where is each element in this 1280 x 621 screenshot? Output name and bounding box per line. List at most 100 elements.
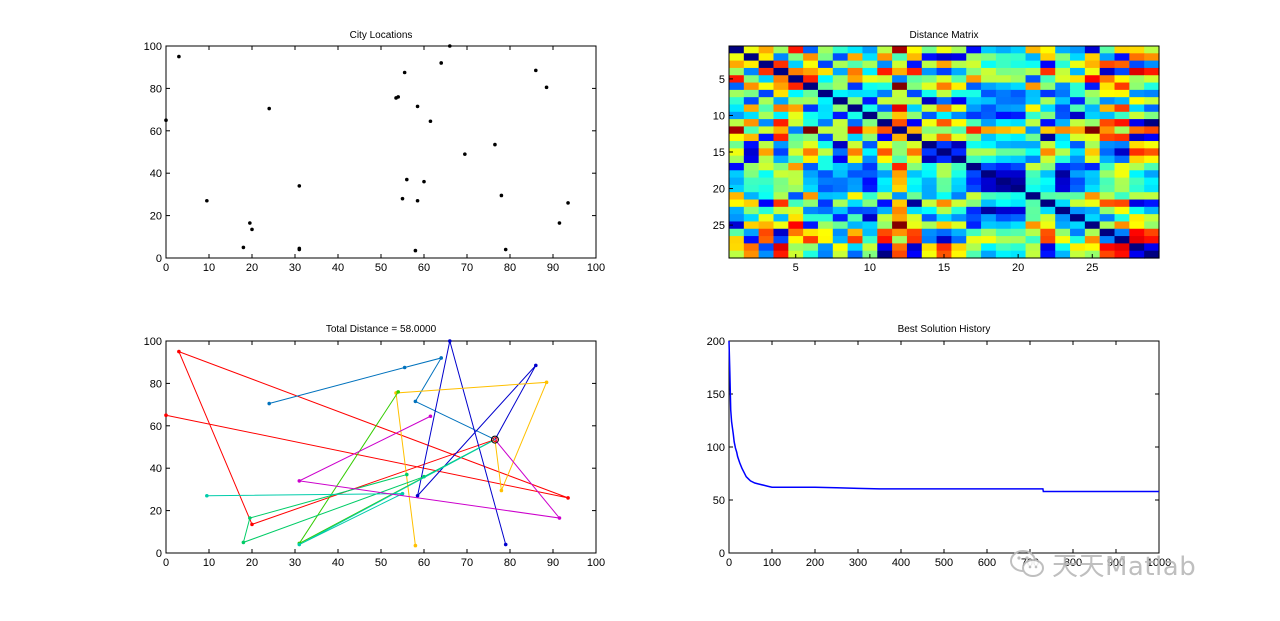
matrix-cell [729, 104, 745, 113]
matrix-cell [862, 133, 878, 142]
matrix-cell [1025, 82, 1041, 91]
matrix-cell [788, 104, 804, 113]
matrix-cell [966, 155, 982, 164]
matrix-cell [995, 236, 1012, 244]
matrix-cell [1070, 236, 1086, 244]
matrix-cell [862, 155, 878, 164]
matrix-cell [1025, 184, 1041, 193]
matrix-cell [1099, 60, 1116, 69]
matrix-cell [1099, 236, 1116, 244]
matrix-cell [981, 192, 997, 201]
matrix-cell [803, 184, 819, 193]
history-xtick-label: 300 [849, 557, 867, 569]
matrix-cell [1099, 170, 1116, 179]
matrix-ytick-label: 20 [713, 184, 725, 196]
matrix-cell [1144, 228, 1160, 237]
matrix-cell [847, 184, 864, 193]
matrix-cell [1040, 53, 1056, 62]
matrix-cell [1055, 155, 1071, 164]
matrix-cell [743, 192, 760, 201]
matrix-cell [1114, 97, 1130, 106]
matrix-cell [1114, 243, 1130, 252]
matrix-cell [729, 67, 745, 76]
matrix-cell [1070, 199, 1086, 208]
matrix-cell [1010, 155, 1027, 164]
matrix-cell [729, 82, 745, 91]
matrix-cell [966, 119, 982, 128]
matrix-cell [1055, 214, 1071, 223]
matrix-cell [981, 141, 997, 149]
matrix-cell [966, 53, 982, 62]
matrix-cell [1010, 214, 1027, 223]
matrix-cell [1144, 236, 1160, 244]
city-point [248, 221, 252, 225]
matrix-cell [862, 192, 878, 201]
matrix-cell [862, 141, 878, 149]
history-plot: Best Solution History 0 100 200 300 400 500 60… [707, 324, 1172, 569]
matrix-cell [1099, 141, 1116, 149]
matrix-cell [1070, 126, 1086, 135]
matrix-cell [743, 155, 760, 164]
matrix-cell [862, 162, 878, 171]
matrix-cell [832, 46, 849, 54]
matrix-cell [803, 221, 819, 230]
matrix-cell [1084, 206, 1101, 215]
matrix-cell [936, 126, 953, 135]
matrix-cell [1144, 141, 1160, 149]
matrix-cell [1055, 82, 1071, 91]
city-point [267, 106, 272, 111]
matrix-cell [877, 155, 893, 164]
matrix-cell [817, 89, 834, 98]
matrix-cell [877, 104, 893, 113]
matrix-cell [921, 60, 938, 69]
matrix-cell [1099, 177, 1116, 186]
matrix-cell [1055, 236, 1071, 244]
matrix-cell [817, 97, 834, 106]
matrix-cell [1114, 236, 1130, 244]
matrix-cell [1025, 104, 1041, 113]
route-point [544, 380, 549, 385]
matrix-cell [803, 214, 819, 223]
city-point [250, 227, 254, 232]
matrix-cell [1025, 119, 1041, 128]
matrix-cell [921, 148, 938, 157]
matrix-cell [1025, 97, 1041, 106]
matrix-cell [1010, 243, 1027, 252]
matrix-cell [1040, 60, 1056, 69]
matrix-cell [995, 104, 1012, 113]
matrix-cell [1099, 46, 1116, 54]
route-point [439, 356, 444, 360]
matrix-cell [892, 170, 908, 179]
matrix-cell [817, 104, 834, 113]
matrix-cell [995, 126, 1012, 135]
matrix-cell [758, 119, 775, 128]
matrix-cell [936, 53, 953, 62]
matrix-cell [803, 155, 819, 164]
matrix-cell [788, 133, 804, 142]
matrix-cell [1114, 141, 1130, 149]
matrix-cell [788, 155, 804, 164]
matrix-cell [995, 192, 1012, 201]
matrix-cell [951, 214, 967, 223]
matrix-cell [1099, 192, 1116, 201]
matrix-cell [981, 89, 997, 98]
matrix-cell [1010, 46, 1027, 54]
matrix-cell [847, 53, 864, 62]
route-point [503, 542, 508, 547]
matrix-cell [1114, 250, 1130, 259]
route-point [297, 542, 302, 547]
matrix-cell [1084, 177, 1101, 186]
matrix-cell [758, 53, 775, 62]
matrix-cell [906, 228, 923, 237]
matrix-cell [1144, 46, 1160, 54]
matrix-cell [862, 97, 878, 106]
city-point [415, 104, 420, 109]
matrix-cell [1070, 75, 1086, 84]
matrix-cell [995, 177, 1012, 186]
city-point [566, 201, 570, 205]
matrix-cell [1129, 236, 1145, 244]
matrix-cell [773, 60, 789, 69]
matrix-cell [877, 214, 893, 223]
matrix-cell [966, 206, 982, 215]
route-point [415, 493, 420, 498]
